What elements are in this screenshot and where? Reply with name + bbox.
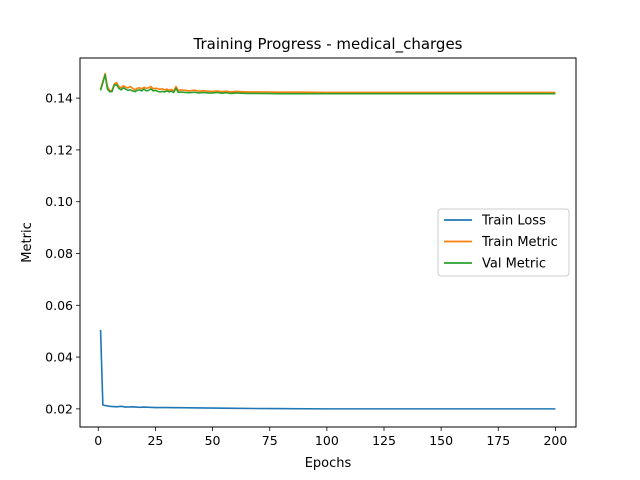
y-tick-label: 0.04 — [45, 350, 73, 365]
legend-label-val-metric: Val Metric — [482, 257, 546, 272]
y-tick-label: 0.14 — [45, 91, 73, 106]
x-tick-label: 75 — [262, 433, 278, 448]
y-axis-label: Metric — [20, 222, 35, 262]
y-axis: 0.02 0.04 0.06 0.08 0.10 0.12 0.14 — [45, 91, 80, 416]
legend-label-train-metric: Train Metric — [481, 235, 558, 250]
y-tick-label: 0.08 — [45, 246, 73, 261]
y-tick-label: 0.06 — [45, 298, 73, 313]
x-tick-label: 25 — [147, 433, 163, 448]
x-tick-label: 175 — [486, 433, 510, 448]
y-tick-label: 0.12 — [45, 142, 73, 157]
plot-lines — [99, 72, 556, 410]
chart-title: Training Progress - medical_charges — [193, 35, 463, 54]
x-tick-label: 200 — [543, 433, 567, 448]
plot-area — [79, 57, 577, 428]
series-line-val-metric — [99, 74, 556, 95]
x-axis: 0 25 50 75 100 125 150 175 200 — [94, 427, 567, 448]
legend: Train Loss Train Metric Val Metric — [437, 208, 570, 277]
series-line-train-loss — [99, 329, 556, 410]
series-line-train-metric — [99, 72, 556, 94]
x-tick-label: 0 — [94, 433, 102, 448]
legend-box — [437, 208, 570, 277]
x-tick-label: 150 — [429, 433, 453, 448]
y-tick-label: 0.02 — [45, 401, 73, 416]
x-tick-label: 100 — [315, 433, 339, 448]
x-tick-label: 125 — [372, 433, 396, 448]
y-tick-label: 0.10 — [45, 194, 73, 209]
legend-label-train-loss: Train Loss — [481, 214, 546, 229]
x-tick-label: 50 — [205, 433, 221, 448]
x-axis-label: Epochs — [305, 456, 352, 471]
